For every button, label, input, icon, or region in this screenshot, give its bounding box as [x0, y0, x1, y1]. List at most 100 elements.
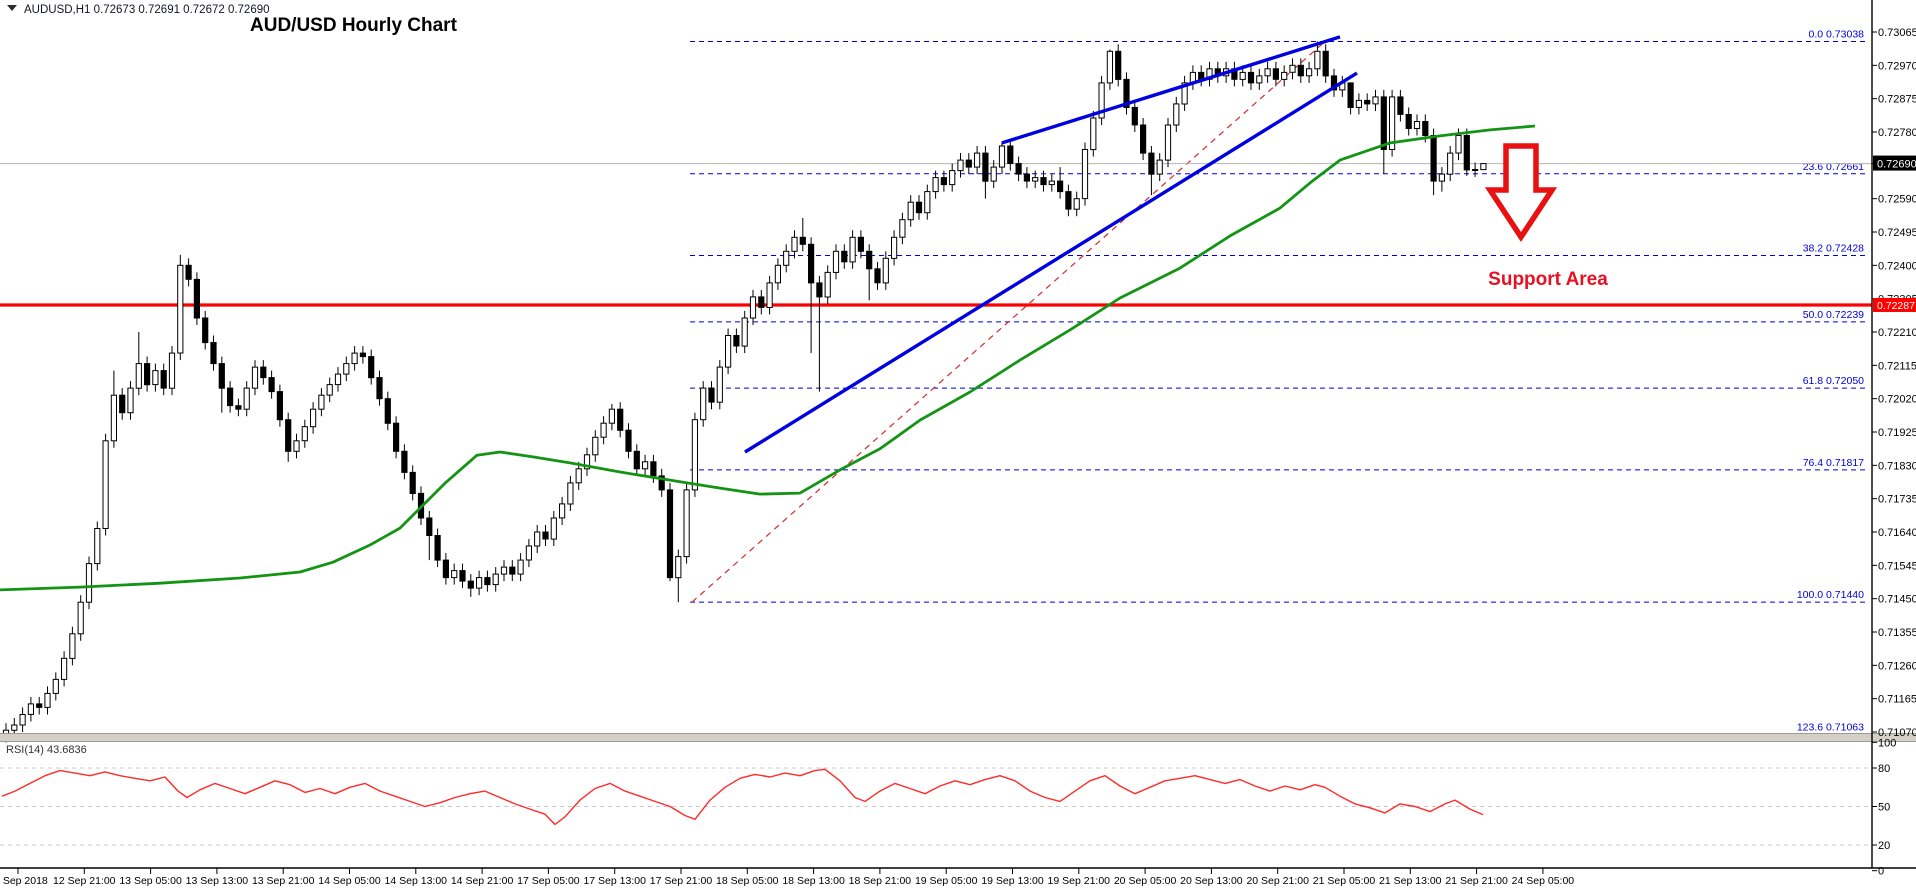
candle	[393, 422, 400, 452]
candle	[1447, 152, 1454, 175]
candle	[1065, 191, 1072, 210]
candle	[243, 387, 250, 410]
candle	[61, 657, 68, 680]
candle	[1115, 50, 1122, 80]
candle	[874, 268, 881, 284]
candle	[741, 317, 748, 347]
candle	[857, 236, 864, 252]
candle	[268, 377, 275, 393]
candle	[1164, 124, 1172, 161]
candle	[1347, 82, 1354, 109]
symbol-dropdown-icon[interactable]	[7, 5, 17, 11]
time-axis-label: 13 Sep 21:00	[252, 875, 315, 887]
candle	[758, 296, 765, 308]
candle	[808, 243, 815, 284]
candle	[27, 703, 34, 715]
candle	[85, 563, 93, 603]
rsi-pane[interactable]	[0, 733, 1916, 846]
red-line-price-tag	[1873, 297, 1916, 312]
candle	[965, 159, 972, 168]
time-axis-label: 14 Sep 05:00	[318, 875, 381, 887]
candle	[982, 152, 989, 182]
candle	[1355, 99, 1363, 108]
candle	[974, 152, 981, 168]
candle	[251, 366, 259, 389]
candle	[1239, 71, 1246, 80]
candle	[600, 422, 607, 438]
candle	[998, 145, 1006, 168]
candle	[567, 482, 574, 505]
candle	[866, 250, 873, 270]
chart-title: AUD/USD Hourly Chart	[250, 15, 458, 36]
candle	[1023, 173, 1031, 182]
candle	[1380, 96, 1387, 150]
candle	[841, 250, 848, 263]
candle	[110, 394, 118, 442]
symbol-info: AUDUSD,H1 0.72673 0.72691 0.72672 0.7269…	[24, 4, 270, 16]
candle	[1430, 135, 1437, 182]
candle	[326, 384, 333, 396]
candle	[608, 408, 615, 424]
candle	[484, 577, 491, 586]
candle	[990, 166, 997, 182]
candle	[1322, 50, 1329, 77]
candle	[119, 394, 126, 414]
candle	[310, 408, 317, 428]
price-axis-label: 0.72875	[1878, 94, 1916, 106]
rsi-line	[1, 768, 1484, 826]
candle	[301, 426, 308, 442]
candle	[1081, 149, 1089, 200]
price-axis-label: 0.71165	[1878, 694, 1916, 706]
time-axis-label: 20 Sep 21:00	[1246, 875, 1309, 887]
time-axis-label: 14 Sep 21:00	[451, 875, 514, 887]
candle	[932, 177, 939, 193]
fibonacci-levels: 0.0 0.73038 23.6 0.72661 38.2 0.72428 50.0 …	[690, 28, 1866, 735]
candle	[891, 236, 898, 259]
candle	[69, 633, 76, 659]
wedge-upper-trendline	[1001, 35, 1341, 145]
candle	[766, 282, 773, 308]
candle	[915, 201, 923, 214]
candle	[168, 352, 176, 389]
candle	[1480, 163, 1487, 171]
candle	[725, 335, 732, 368]
candle	[1256, 75, 1263, 84]
price-axis-label: 0.72115	[1878, 360, 1916, 372]
candle	[1405, 114, 1412, 129]
time-axis-label: 21 Sep 05:00	[1313, 875, 1376, 887]
candle	[44, 692, 51, 708]
price-axis-label: 0.72210	[1878, 327, 1916, 339]
candle	[517, 559, 524, 575]
candle	[1306, 68, 1313, 77]
candle	[451, 570, 458, 579]
candle	[368, 356, 375, 379]
fib-label: 100.0 0.71440	[1797, 589, 1864, 601]
price-axis-label: 0.72020	[1878, 394, 1916, 406]
fib-label: 38.2 0.72428	[1803, 243, 1864, 255]
candle	[476, 577, 483, 589]
candle	[650, 461, 657, 477]
candle	[343, 363, 350, 375]
candle	[127, 387, 134, 414]
candle	[1413, 121, 1421, 129]
candle	[534, 531, 541, 547]
candle	[675, 556, 682, 579]
candle	[849, 236, 856, 263]
time-axis-label: 24 Sep 05:00	[1512, 875, 1575, 887]
candle	[77, 601, 84, 635]
candle	[1007, 145, 1014, 164]
candle	[1057, 180, 1064, 193]
candle	[774, 264, 781, 284]
time-axis-label: 18 Sep 05:00	[716, 875, 779, 887]
chart-plot[interactable]	[0, 35, 1536, 743]
time-axis-label: 20 Sep 05:00	[1114, 875, 1177, 887]
candle	[1156, 159, 1163, 175]
candle	[1032, 177, 1039, 182]
red-line-price-tag-label: 0.72287	[1877, 300, 1915, 312]
candle	[542, 531, 549, 540]
candle	[351, 352, 358, 365]
time-axis-label: 17 Sep 05:00	[517, 875, 580, 887]
price-axis-label: 0.71260	[1878, 660, 1916, 672]
